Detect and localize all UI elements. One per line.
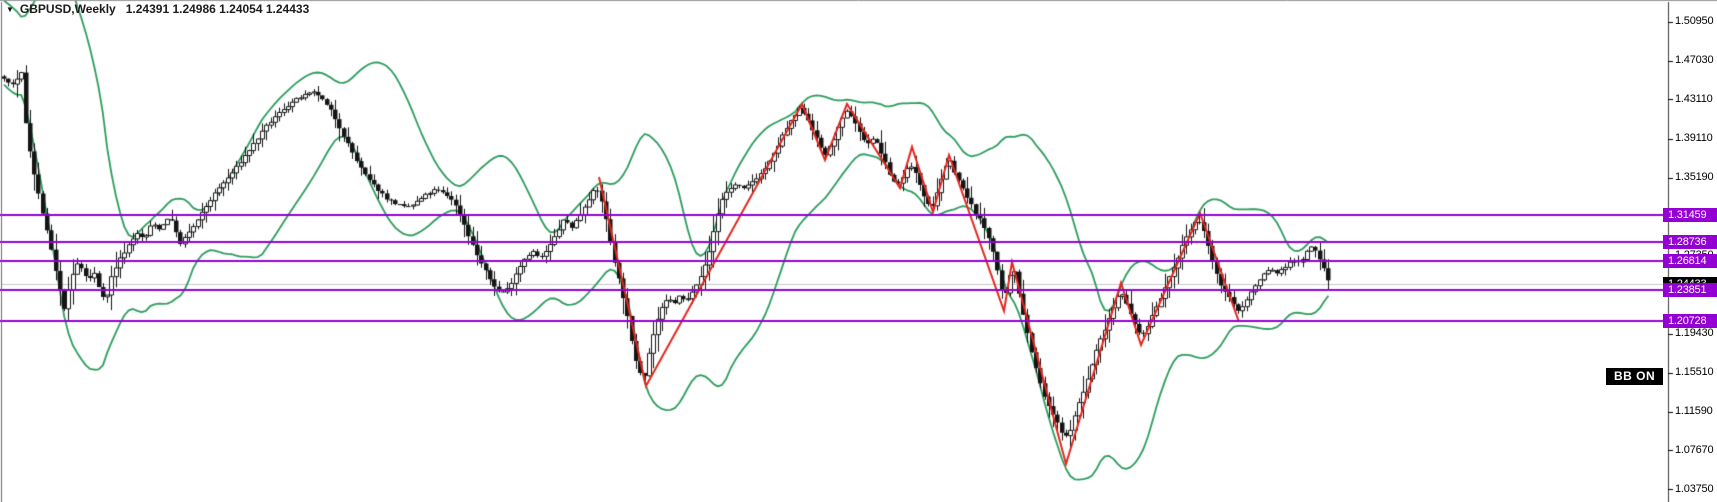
axis-tick-label: 1.43110 xyxy=(1675,92,1713,105)
price-level-badge: 1.20728 xyxy=(1663,314,1717,329)
axis-tick-label: 1.19430 xyxy=(1675,327,1714,340)
ohlc-values: 1.24391 1.24986 1.24054 1.24433 xyxy=(125,2,310,16)
chart-title: ▼ GBPUSD,Weekly 1.24391 1.24986 1.24054 … xyxy=(6,2,309,16)
price-level-badge: 1.26814 xyxy=(1663,253,1717,268)
bb-toggle-button[interactable]: BB ON xyxy=(1606,368,1664,385)
symbol-timeframe-label: GBPUSD,Weekly xyxy=(19,2,116,16)
axis-tick-label: 1.11590 xyxy=(1675,405,1713,418)
chart-dropdown-icon[interactable]: ▼ xyxy=(6,4,14,14)
axis-tick-label: 1.15510 xyxy=(1675,366,1714,379)
axis-tick-label: 1.35190 xyxy=(1675,171,1714,184)
price-level-badge: 1.31459 xyxy=(1663,207,1717,222)
axis-tick-label: 1.50950 xyxy=(1675,15,1714,28)
axis-tick-label: 1.47030 xyxy=(1675,54,1714,67)
axis-tick-label: 1.07670 xyxy=(1675,443,1714,456)
axis-tick-label: 1.39110 xyxy=(1675,132,1713,145)
axis-tick-label: 1.03750 xyxy=(1675,482,1714,495)
price-level-badge: 1.23851 xyxy=(1663,283,1717,298)
price-level-badge: 1.28736 xyxy=(1663,234,1717,249)
